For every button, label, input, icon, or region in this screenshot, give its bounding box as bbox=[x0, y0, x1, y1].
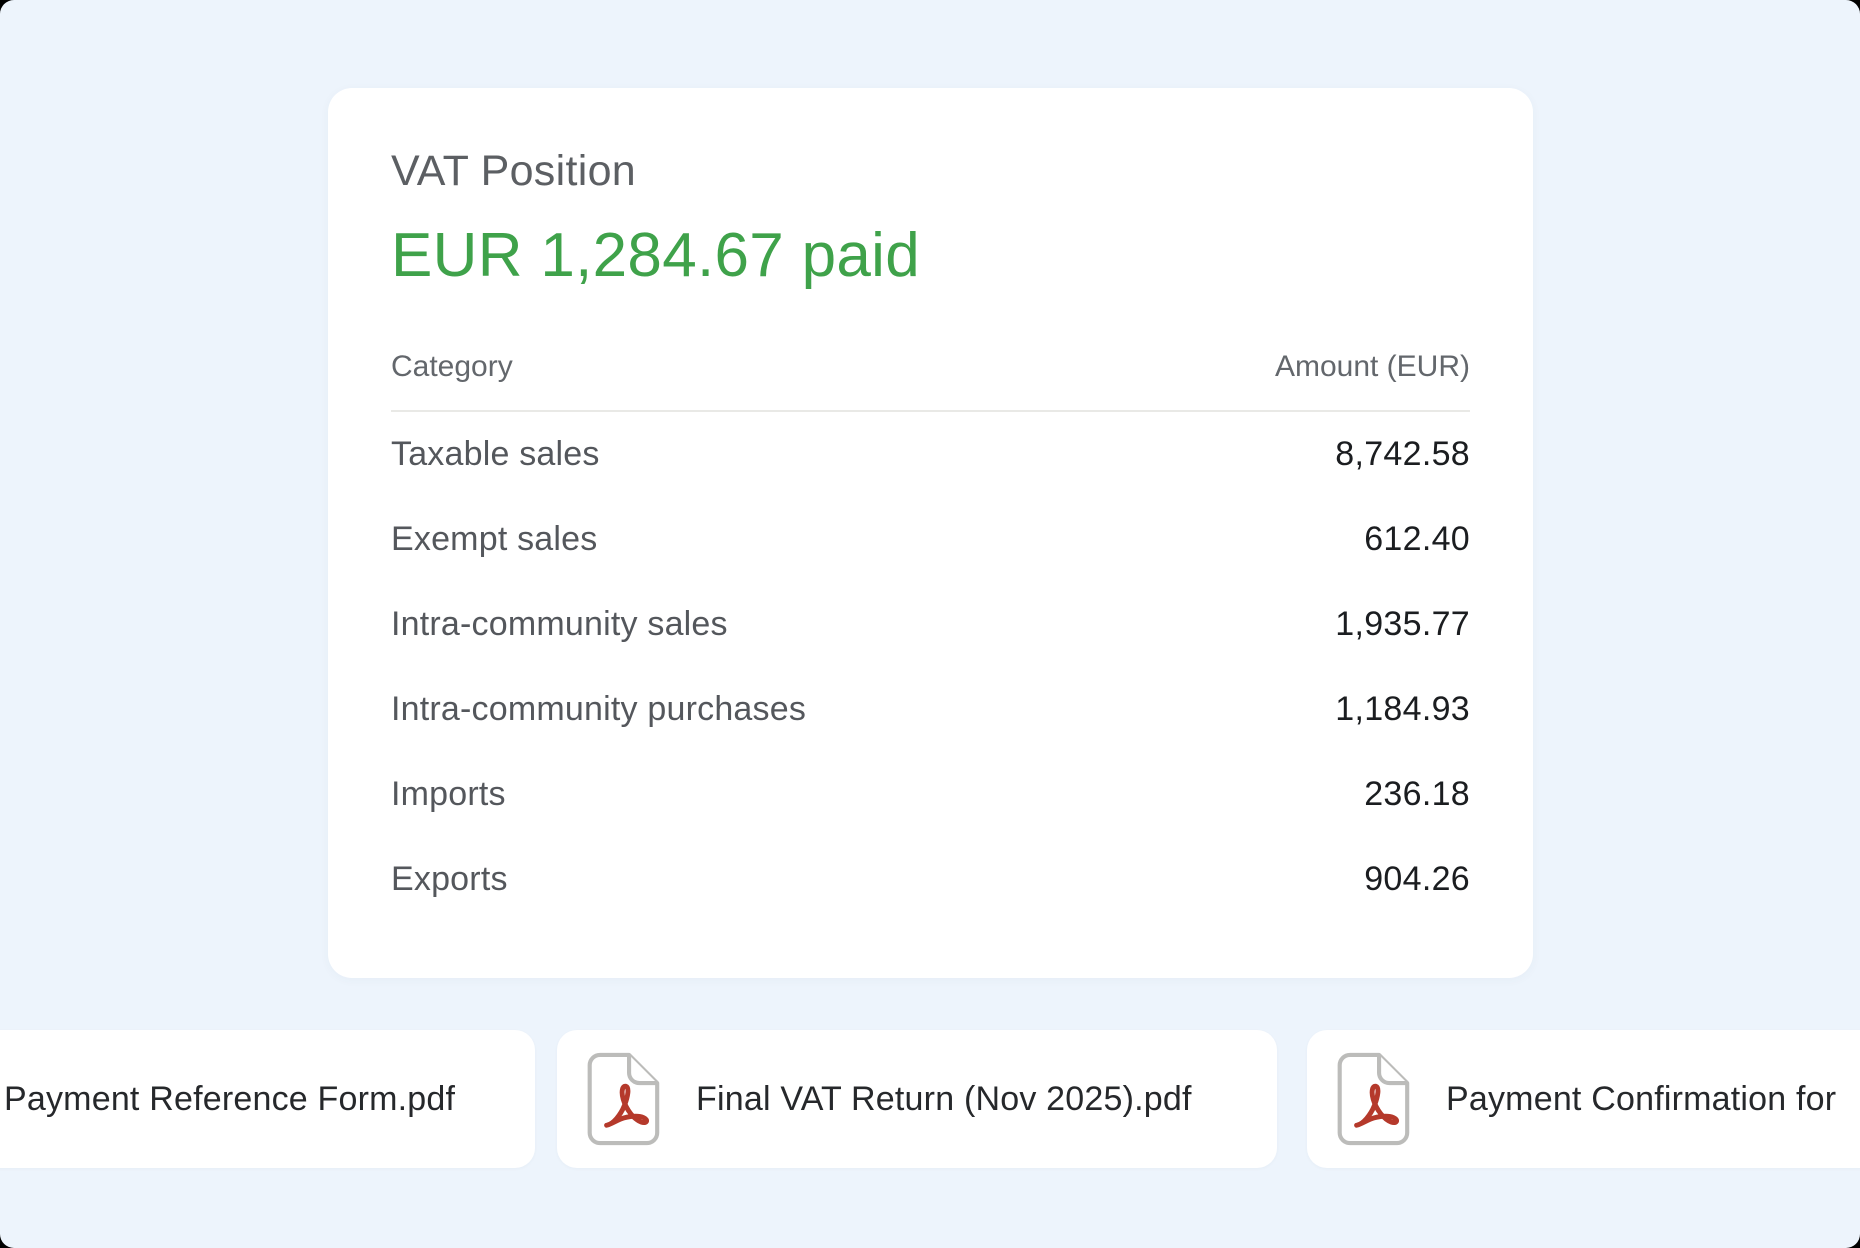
row-amount: 612.40 bbox=[1364, 520, 1470, 558]
table-row: Exempt sales 612.40 bbox=[391, 497, 1470, 582]
attachment-row: Payment Reference Form.pdf Final VAT Ret… bbox=[0, 1030, 1860, 1168]
table-header-row: Category Amount (EUR) bbox=[391, 348, 1470, 386]
table-divider bbox=[391, 410, 1470, 412]
row-amount: 1,935.77 bbox=[1335, 605, 1470, 643]
table-row: Intra-community sales 1,935.77 bbox=[391, 582, 1470, 667]
attachment-filename: Payment Confirmation for bbox=[1446, 1079, 1837, 1118]
table-row: Imports 236.18 bbox=[391, 752, 1470, 837]
row-amount: 1,184.93 bbox=[1335, 690, 1470, 728]
table-row: Intra-community purchases 1,184.93 bbox=[391, 667, 1470, 752]
pdf-file-icon bbox=[1337, 1052, 1410, 1146]
table-row: Exports 904.26 bbox=[391, 837, 1470, 922]
row-amount: 904.26 bbox=[1364, 860, 1470, 898]
row-category: Taxable sales bbox=[391, 435, 600, 473]
attachment-filename: Final VAT Return (Nov 2025).pdf bbox=[696, 1079, 1192, 1118]
vat-paid-amount: EUR 1,284.67 paid bbox=[391, 221, 921, 290]
row-category: Intra-community purchases bbox=[391, 690, 807, 728]
vat-breakdown-table: Category Amount (EUR) Taxable sales 8,74… bbox=[391, 348, 1470, 922]
table-row: Taxable sales 8,742.58 bbox=[391, 412, 1470, 497]
card-title: VAT Position bbox=[391, 147, 636, 195]
row-category: Intra-community sales bbox=[391, 605, 728, 643]
attachment-chip-payment-confirmation[interactable]: Payment Confirmation for bbox=[1307, 1030, 1860, 1168]
row-amount: 8,742.58 bbox=[1335, 435, 1470, 473]
attachment-filename: Payment Reference Form.pdf bbox=[4, 1079, 456, 1118]
attachment-chip-final-vat-return[interactable]: Final VAT Return (Nov 2025).pdf bbox=[557, 1030, 1277, 1168]
row-amount: 236.18 bbox=[1364, 775, 1470, 813]
attachment-chip-payment-reference[interactable]: Payment Reference Form.pdf bbox=[0, 1030, 535, 1168]
row-category: Exempt sales bbox=[391, 520, 598, 558]
row-category: Imports bbox=[391, 775, 506, 813]
pdf-file-icon bbox=[587, 1052, 660, 1146]
vat-position-card: VAT Position EUR 1,284.67 paid Category … bbox=[328, 88, 1533, 978]
column-header-amount: Amount (EUR) bbox=[1274, 350, 1470, 383]
column-header-category: Category bbox=[391, 350, 513, 383]
row-category: Exports bbox=[391, 860, 508, 898]
